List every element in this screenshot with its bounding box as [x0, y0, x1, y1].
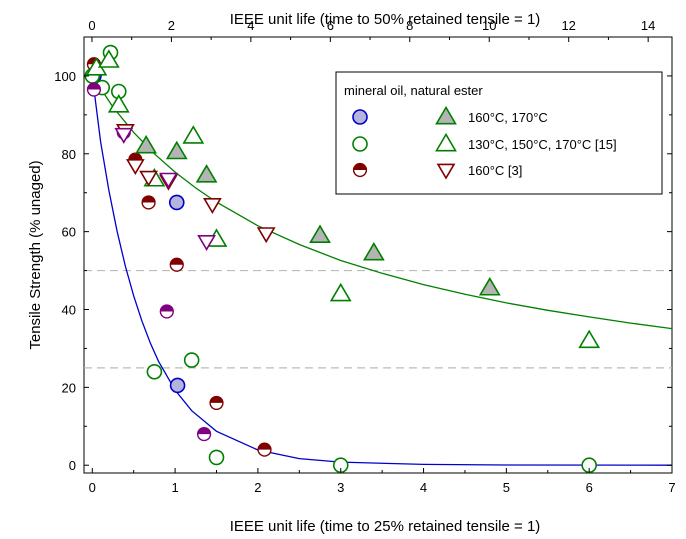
legend-label-row-2: 130°C, 150°C, 170°C [15] — [468, 137, 617, 152]
data-point — [352, 109, 368, 125]
x2-tick-label: 4 — [247, 18, 254, 33]
data-point — [209, 395, 224, 411]
data-point — [435, 132, 457, 152]
legend: mineral oil, natural ester 160°C, 170°C … — [335, 71, 663, 195]
legend-markers — [352, 105, 457, 180]
data-point — [352, 162, 368, 178]
series — [114, 127, 216, 251]
data-point — [135, 134, 158, 154]
series — [86, 57, 272, 457]
data-point — [208, 449, 225, 466]
data-point — [435, 105, 457, 125]
legend-label-row-3: 160°C [3] — [468, 163, 522, 178]
data-point — [169, 257, 184, 272]
data-point — [141, 195, 156, 210]
data-point — [197, 234, 216, 251]
plot-frame — [83, 36, 673, 474]
reference-lines — [84, 269, 672, 369]
x2-tick-label: 0 — [88, 18, 95, 33]
data-point — [86, 82, 102, 97]
x-tick-label: 6 — [586, 480, 593, 495]
x2-tick-label: 6 — [327, 18, 334, 33]
y-tick-label: 20 — [62, 380, 76, 395]
legend-box — [335, 71, 663, 195]
x2-tick-label: 14 — [641, 18, 655, 33]
data-point — [257, 442, 272, 457]
x-axis-top: 0 2 4 6 8 10 12 14 — [88, 18, 655, 42]
series — [84, 44, 597, 474]
x2-tick-label: 2 — [168, 18, 175, 33]
x2-tick-label: 8 — [406, 18, 413, 33]
legend-header: mineral oil, natural ester — [344, 83, 483, 98]
y-tick-label: 60 — [62, 225, 76, 240]
data-point — [256, 227, 276, 244]
data-point — [159, 304, 174, 319]
data-point — [97, 49, 120, 68]
data-point — [159, 172, 178, 189]
x-tick-label: 1 — [171, 480, 178, 495]
y-tick-label: 80 — [62, 147, 76, 162]
data-point — [183, 352, 200, 368]
x2-tick-label: 12 — [561, 18, 575, 33]
data-point — [362, 241, 385, 261]
data-point — [478, 277, 501, 296]
data-point — [165, 140, 188, 160]
data-point — [146, 363, 163, 380]
series — [86, 68, 186, 394]
data-point — [309, 224, 331, 243]
x-tick-label: 0 — [89, 480, 96, 495]
y-axis: 0 20 40 60 80 100 — [54, 69, 672, 473]
x-tick-label: 4 — [420, 480, 427, 495]
x-tick-label: 2 — [254, 480, 261, 495]
data-point — [329, 282, 352, 302]
x-tick-label: 7 — [668, 480, 675, 495]
data-point — [139, 170, 158, 187]
data-point — [182, 125, 205, 144]
x-axis-title: IEEE unit life (time to 25% retained ten… — [230, 518, 541, 535]
data-point — [125, 159, 145, 176]
fit-curve — [91, 75, 672, 466]
data-point — [196, 426, 212, 442]
data-point — [578, 329, 601, 349]
y-tick-label: 100 — [54, 69, 76, 84]
data-point — [107, 94, 130, 113]
x-axis-bottom: 0 1 2 3 4 5 6 7 — [89, 468, 676, 495]
data-point — [202, 197, 222, 214]
data-point — [436, 163, 456, 180]
data-point — [352, 136, 368, 152]
series — [135, 134, 501, 296]
x2-tick-label: 10 — [482, 18, 496, 33]
y-tick-label: 0 — [69, 458, 76, 473]
series — [85, 49, 601, 349]
data-points — [84, 44, 601, 474]
x-tick-label: 5 — [503, 480, 510, 495]
data-point — [168, 194, 185, 211]
x-tick-label: 3 — [337, 480, 344, 495]
y-axis-title: Tensile Strength (% unaged) — [27, 160, 44, 349]
legend-label-row-1: 160°C, 170°C — [468, 110, 548, 125]
data-point — [114, 127, 134, 144]
y-tick-label: 40 — [62, 303, 76, 318]
data-point — [195, 164, 218, 183]
data-point — [169, 377, 186, 394]
x2-axis-title: IEEE unit life (time to 50% retained ten… — [230, 11, 541, 28]
